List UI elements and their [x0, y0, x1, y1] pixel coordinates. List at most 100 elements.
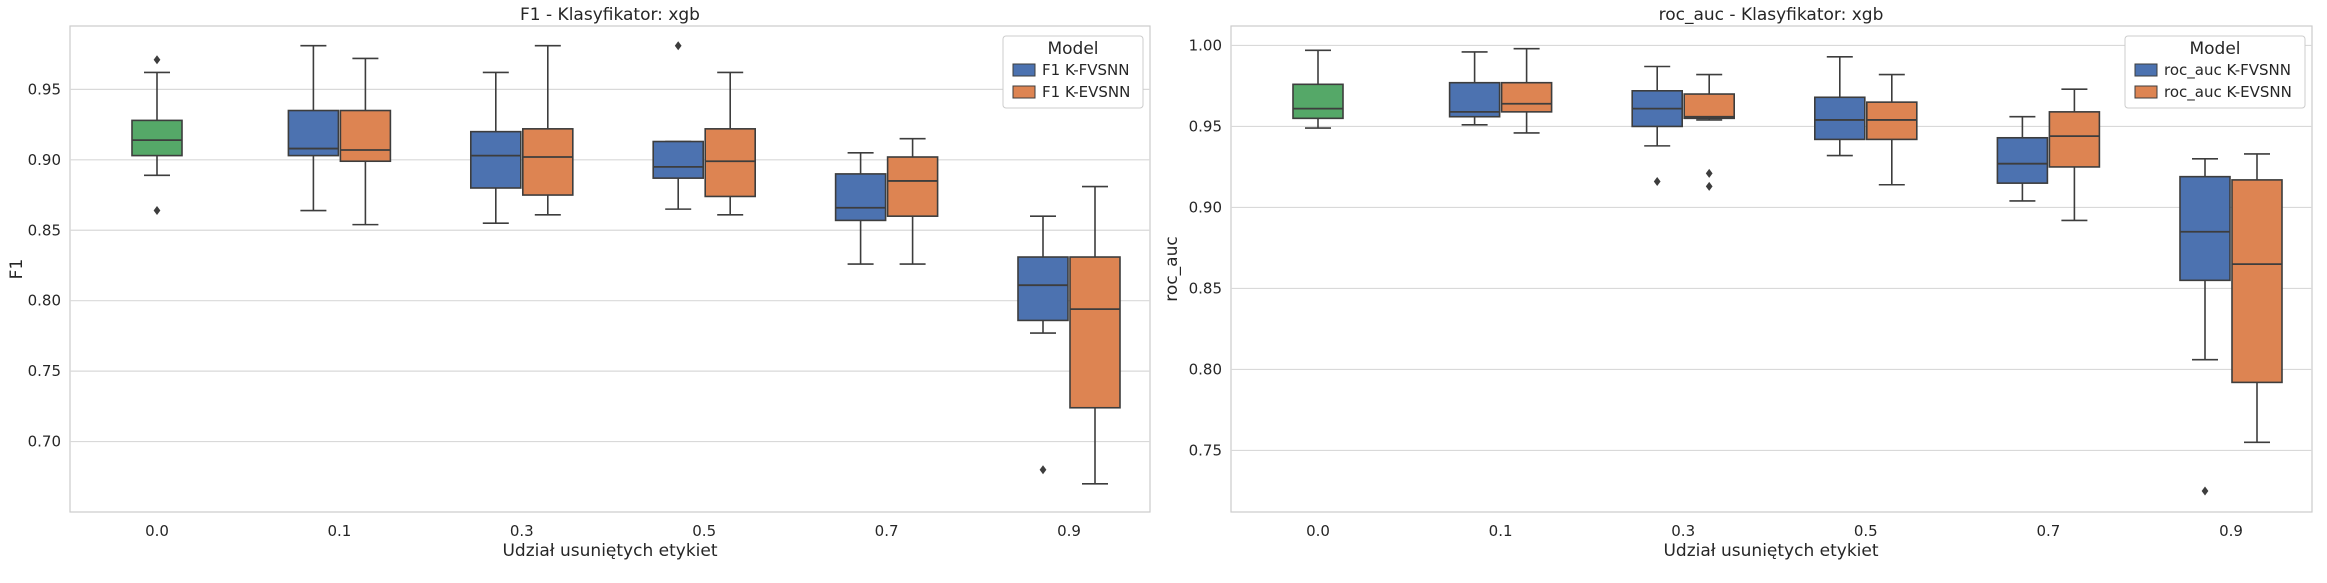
box-iqr: [1500, 81, 1553, 113]
box-marks: [131, 41, 1121, 485]
box-series-2: [1069, 185, 1121, 485]
chart-title: roc_auc - Klasyfikator: xgb: [1659, 5, 1884, 25]
box-iqr: [1292, 83, 1344, 120]
box-iqr: [131, 119, 183, 157]
y-tick-label: 0.80: [28, 292, 61, 310]
plot-area: [69, 25, 1151, 513]
box-iqr: [2048, 111, 2101, 168]
box-iqr: [1814, 96, 1866, 141]
box-iqr: [521, 128, 574, 196]
y-tick-labels: 0.75 0.80 0.85 0.90 0.95 1.00: [1189, 36, 1222, 459]
outlier-marker: [153, 55, 161, 65]
y-tick-labels: 0.70 0.75 0.80 0.85 0.90 0.95: [28, 80, 61, 450]
box-series-2: [2231, 153, 2283, 444]
box-marks: [1292, 47, 2283, 496]
legend-label-series-2: roc_auc K-EVSNN: [2164, 83, 2292, 102]
outlier-marker: [153, 206, 161, 216]
box-iqr: [2179, 175, 2231, 282]
box-baseline: [1292, 49, 1344, 129]
y-axis-label: roc_auc: [1162, 236, 1182, 301]
box-series-2: [1866, 73, 1918, 186]
box-iqr: [1683, 93, 1735, 120]
box-series-1: [1996, 115, 2049, 202]
box-series-2: [339, 57, 392, 226]
x-tick-label: 0.0: [145, 522, 169, 540]
box-series-1: [469, 71, 522, 225]
grid-lines: [70, 88, 1150, 443]
box-iqr: [469, 130, 522, 189]
y-tick-label: 0.70: [28, 433, 61, 451]
x-tick-label: 0.9: [2219, 522, 2243, 540]
box-iqr: [652, 140, 705, 179]
roc-auc-chart-panel: 0.75 0.80 0.85 0.90 0.95 1.00 0.0 0.1 0.3 0.5 0.7…: [1162, 5, 2313, 561]
y-tick-label: 0.95: [1189, 117, 1222, 135]
y-axis-label: F1: [7, 259, 27, 280]
box-iqr: [2231, 179, 2283, 384]
box-series-2: [704, 71, 757, 216]
box-series-1: [2179, 158, 2231, 496]
x-tick-label: 0.1: [327, 522, 351, 540]
box-series-1: [1631, 65, 1683, 187]
x-axis-label: Udział usuniętych etykiet: [502, 541, 717, 561]
y-tick-label: 0.90: [1189, 198, 1222, 216]
x-tick-label: 0.0: [1306, 522, 1330, 540]
y-tick-label: 0.75: [28, 362, 61, 380]
f1-chart-panel: 0.70 0.75 0.80 0.85 0.90 0.95 0.0 0.1 0.3 0.5 0.7…: [7, 5, 1151, 561]
legend: Model F1 K-FVSNN F1 K-EVSNN: [1002, 35, 1144, 109]
legend-box: [2124, 35, 2306, 109]
box-iqr: [339, 109, 392, 163]
outlier-marker: [2201, 486, 2209, 496]
box-series-1: [1448, 51, 1501, 126]
box-series-1: [1017, 215, 1069, 475]
box-iqr: [704, 128, 757, 198]
x-tick-label: 0.7: [2036, 522, 2060, 540]
box-baseline: [131, 55, 183, 216]
legend: Model roc_auc K-FVSNN roc_auc K-EVSNN: [2124, 35, 2306, 109]
box-iqr: [1017, 256, 1069, 322]
x-tick-label: 0.3: [510, 522, 534, 540]
chart-title: F1 - Klasyfikator: xgb: [520, 5, 700, 25]
y-tick-label: 0.80: [1189, 360, 1222, 378]
outlier-marker: [1705, 168, 1713, 178]
x-tick-labels: 0.0 0.1 0.3 0.5 0.7 0.9: [1306, 522, 2243, 540]
box-series-2: [521, 44, 574, 216]
legend-label-series-1: F1 K-FVSNN: [1042, 61, 1129, 79]
box-series-2: [886, 137, 939, 265]
legend-swatch-series-2: [2134, 85, 2158, 99]
legend-title: Model: [2189, 39, 2240, 59]
x-tick-label: 0.9: [1057, 522, 1081, 540]
x-axis-label: Udział usuniętych etykiet: [1663, 541, 1878, 561]
box-series-1: [1814, 55, 1866, 157]
box-iqr: [1069, 256, 1121, 409]
box-series-2: [2048, 88, 2101, 222]
legend-swatch-series-1: [1012, 63, 1036, 77]
y-tick-label: 1.00: [1189, 36, 1222, 54]
x-tick-label: 0.3: [1671, 522, 1695, 540]
legend-box: [1002, 35, 1144, 109]
box-series-1: [287, 44, 340, 212]
x-tick-label: 0.7: [875, 522, 899, 540]
x-tick-labels: 0.0 0.1 0.3 0.5 0.7 0.9: [145, 522, 1081, 540]
x-tick-label: 0.1: [1489, 522, 1513, 540]
outlier-marker: [1653, 177, 1661, 187]
y-tick-label: 0.85: [28, 221, 61, 239]
legend-label-series-2: F1 K-EVSNN: [1042, 83, 1130, 101]
box-series-1: [834, 151, 887, 265]
outlier-marker: [1039, 465, 1047, 475]
outlier-marker: [1705, 181, 1713, 191]
x-tick-label: 0.5: [1854, 522, 1878, 540]
y-tick-label: 0.85: [1189, 279, 1222, 297]
box-iqr: [834, 173, 887, 222]
y-tick-label: 0.90: [28, 151, 61, 169]
legend-swatch-series-2: [1012, 85, 1036, 99]
legend-title: Model: [1047, 39, 1098, 59]
outlier-marker: [674, 41, 682, 51]
box-series-2: [1683, 73, 1735, 191]
box-series-2: [1500, 47, 1553, 134]
box-iqr: [1996, 136, 2049, 184]
x-tick-label: 0.5: [692, 522, 716, 540]
y-tick-label: 0.95: [28, 80, 61, 98]
legend-label-series-1: roc_auc K-FVSNN: [2164, 61, 2291, 80]
legend-swatch-series-1: [2134, 63, 2158, 77]
